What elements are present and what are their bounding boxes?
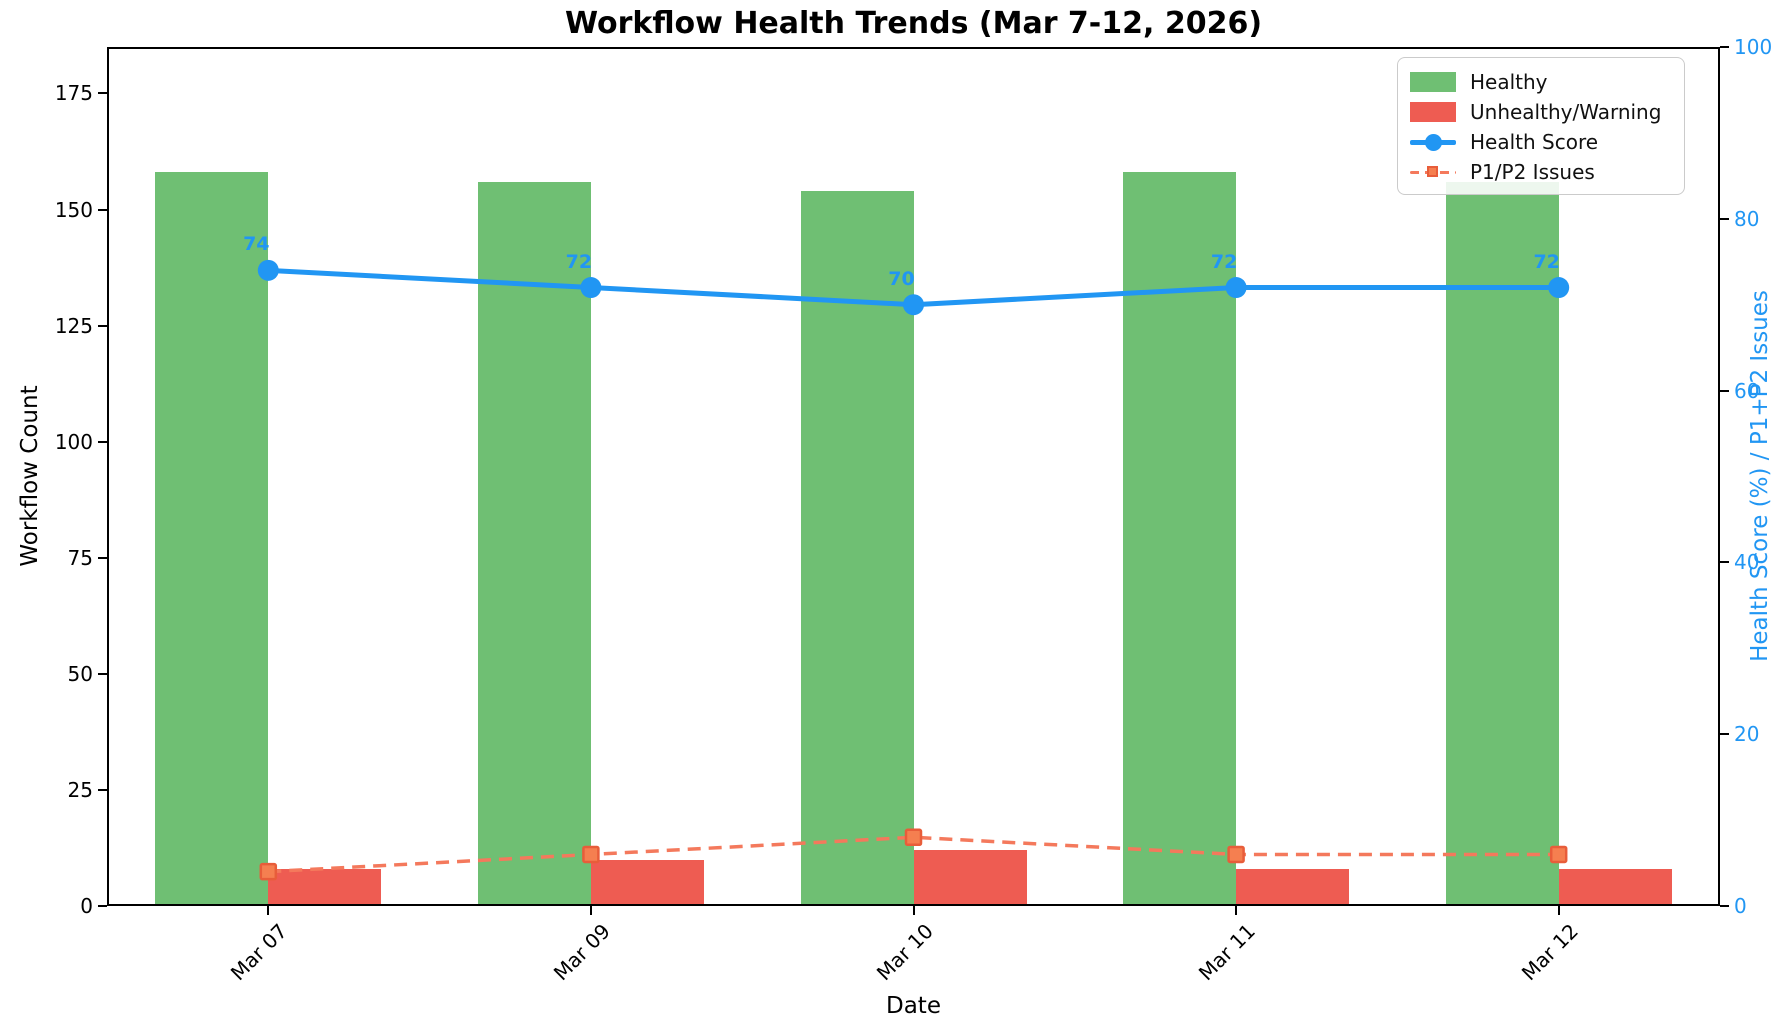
legend: Healthy Unhealthy/Warning Health Score P1/P… [1397,57,1685,195]
x-axis-label: Date [886,993,941,1019]
y-tick-label-right: 40 [1734,550,1760,575]
y-tick-label-left: 75 [67,545,93,570]
legend-label: Health Score [1470,130,1599,154]
y-tick-right [1720,46,1729,48]
health-score-value-label-3: 72 [1210,250,1238,273]
health-score-marker-2 [903,294,924,316]
y-tick-label-right: 20 [1734,722,1760,747]
p1p2-marker-0 [259,862,278,881]
x-tick [1235,906,1238,915]
health-score-value-label-4: 72 [1533,250,1560,273]
x-tick [267,906,270,915]
y-tick-label-left: 50 [67,661,93,686]
y-axis-label-left: Workflow Count [17,385,43,567]
y-tick-left [98,92,107,95]
unhealthy-bar-mar-09 [590,859,704,906]
y-tick-label-left: 150 [54,197,93,222]
unhealthy-bar-mar-11 [1236,868,1350,906]
y-tick-label-right: 0 [1734,894,1747,918]
health-score-value-label-1: 72 [565,250,593,273]
healthy-bar-mar-09 [477,181,591,906]
y-tick-left [98,556,107,559]
y-tick-left [98,672,107,675]
y-tick-label-right: 60 [1734,378,1760,403]
legend-item-healthy: Healthy [1410,67,1672,97]
y-tick-left [98,324,107,327]
p1p2-marker-4 [1549,845,1568,864]
health-score-marker-4 [1548,277,1570,299]
health-score-marker-1 [580,277,602,299]
health-score-value-label-0: 74 [243,233,270,256]
health-score-marker-3 [1225,277,1247,299]
y-tick-left [98,440,107,443]
health-score-marker-0 [257,259,279,281]
healthy-bar-mar-10 [800,190,914,906]
p1p2-issues-line [268,835,1559,874]
chart-title: Workflow Health Trends (Mar 7-12, 2026) [564,6,1263,41]
legend-item-p1-p2-issues: P1/P2 Issues [1410,157,1672,187]
legend-item-unhealthy-warning: Unhealthy/Warning [1410,97,1672,127]
x-tick [912,906,915,915]
lines-layer [257,259,1570,881]
square-marker-icon [1427,166,1438,177]
y-axis-label-right: Health Score (%) / P1+P2 Issues [1747,290,1773,662]
legend-label: Unhealthy/Warning [1470,100,1662,124]
legend-label: P1/P2 Issues [1470,160,1595,184]
y-tick-label-left: 100 [54,429,93,454]
y-tick-left [98,208,107,211]
circle-marker-icon [1425,134,1442,151]
y-tick-left [98,905,107,907]
legend-item-health-score: Health Score [1410,127,1672,157]
legend-line-circle-swatch [1410,132,1456,152]
y-tick-label-right: 100 [1734,35,1773,59]
legend-dashed-square-swatch [1410,162,1456,182]
plot-area: 74 72 70 72 72 Healthy Unhealthy/Warning Healt… [107,47,1720,906]
y-tick-label-left: 175 [54,81,93,106]
y-tick-label-left: 125 [54,313,93,338]
healthy-bar-mar-07 [155,172,269,906]
y-tick-right [1720,733,1729,736]
y-tick-label-left: 0 [80,894,93,918]
y-tick-label-left: 25 [67,777,93,802]
x-tick [1557,906,1560,915]
legend-label: Healthy [1470,70,1548,94]
p1p2-marker-2 [904,828,923,847]
unhealthy-bar-mar-10 [913,850,1027,906]
legend-bar-swatch [1410,102,1456,122]
p1p2-marker-3 [1227,845,1245,864]
unhealthy-bar-mar-12 [1558,868,1672,906]
y-tick-left [98,788,107,791]
legend-bar-swatch [1410,72,1456,92]
unhealthy-bar-mar-07 [268,868,382,906]
health-score-value-label-2: 70 [888,267,915,290]
y-tick-right [1720,217,1729,220]
y-tick-right [1720,905,1729,907]
y-tick-right [1720,389,1729,392]
p1p2-marker-1 [582,845,600,864]
x-tick [589,906,592,915]
healthy-bar-mar-12 [1445,181,1559,906]
y-tick-label-right: 80 [1734,206,1760,231]
y-tick-right [1720,561,1729,564]
